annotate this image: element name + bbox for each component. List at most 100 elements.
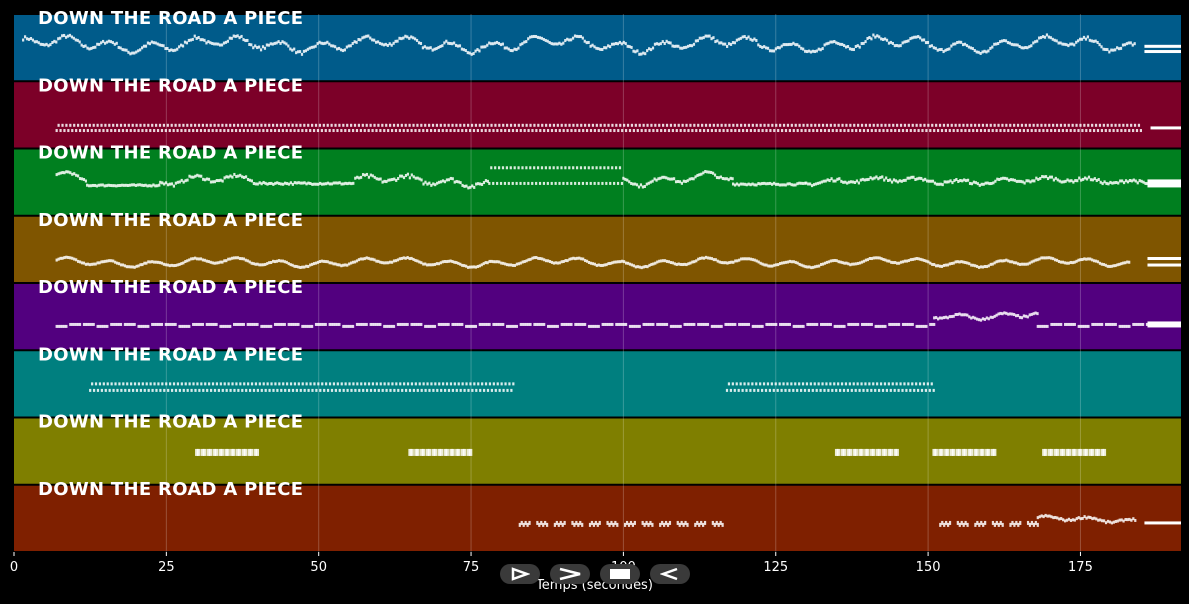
note-mark: [956, 260, 959, 264]
note-mark: [574, 129, 577, 133]
note-mark: [624, 261, 628, 265]
note-mark: [871, 177, 874, 181]
stop-button[interactable]: [600, 564, 640, 584]
note-mark: [351, 324, 355, 328]
note-mark: [737, 37, 740, 41]
note-mark: [153, 260, 156, 264]
note-mark: [490, 166, 493, 170]
note-mark: [90, 262, 93, 266]
note-mark: [484, 322, 487, 326]
note-mark: [595, 46, 598, 50]
note-mark: [308, 46, 311, 50]
note-mark: [751, 123, 754, 127]
note-mark: [1077, 129, 1080, 133]
note-mark: [248, 322, 251, 326]
note-mark: [254, 182, 257, 186]
note-mark: [71, 129, 74, 133]
note-mark: [309, 129, 312, 133]
note-mark: [1104, 263, 1107, 267]
note-mark: [944, 263, 947, 267]
note-mark: [429, 129, 433, 133]
note-mark: [61, 123, 64, 127]
note-mark: [268, 324, 271, 328]
note-mark: [445, 260, 448, 264]
note-mark: [268, 181, 271, 185]
note-mark: [215, 322, 218, 326]
note-mark: [115, 41, 118, 45]
play-button[interactable]: [500, 564, 540, 584]
note-mark: [307, 388, 310, 392]
note-mark: [412, 123, 415, 127]
note-mark: [827, 41, 830, 45]
note-mark: [242, 257, 245, 261]
note-mark: [641, 520, 644, 525]
note-mark: [976, 182, 979, 186]
note-mark: [509, 166, 512, 170]
note-mark: [458, 44, 462, 48]
note-mark: [773, 129, 776, 133]
note-mark: [966, 313, 969, 317]
note-mark: [777, 263, 780, 267]
note-mark: [140, 46, 144, 50]
note-mark: [860, 123, 864, 127]
note-mark: [564, 259, 567, 263]
note-mark: [1086, 35, 1089, 39]
note-mark: [373, 175, 376, 179]
note-mark: [897, 261, 901, 265]
note-mark: [301, 129, 304, 133]
note-mark: [997, 522, 1000, 527]
note-mark: [936, 264, 940, 268]
note-mark: [198, 174, 201, 178]
note-mark: [620, 42, 623, 46]
note-mark: [1090, 39, 1093, 43]
note-mark: [636, 129, 639, 133]
note-mark: [192, 257, 195, 261]
forward-button[interactable]: [550, 564, 590, 584]
note-mark: [837, 382, 840, 386]
note-mark: [968, 129, 971, 133]
note-mark: [868, 322, 871, 326]
rewind-button[interactable]: [650, 564, 690, 584]
note-mark: [357, 322, 361, 326]
note-mark: [616, 522, 619, 527]
note-mark: [301, 382, 304, 386]
note-mark: [763, 45, 766, 49]
note-mark: [846, 448, 851, 456]
note-mark: [1057, 129, 1061, 133]
note-mark: [1102, 47, 1105, 51]
note-mark: [182, 324, 185, 328]
note-mark: [780, 261, 784, 265]
note-mark: [657, 177, 660, 181]
note-mark: [999, 520, 1002, 525]
note-mark: [792, 260, 795, 264]
note-mark: [67, 170, 70, 174]
note-mark: [403, 382, 406, 386]
note-mark: [882, 129, 885, 133]
note-mark: [648, 263, 651, 267]
note-mark: [318, 40, 321, 44]
note-mark: [1036, 39, 1039, 43]
note-mark: [936, 129, 940, 133]
note-mark: [121, 48, 124, 52]
note-mark: [827, 388, 830, 392]
note-mark: [482, 388, 486, 392]
note-mark: [947, 180, 950, 184]
note-mark: [759, 324, 762, 328]
note-mark: [970, 263, 973, 267]
note-mark: [753, 324, 756, 328]
note-mark: [1088, 448, 1093, 456]
note-mark: [230, 36, 233, 40]
note-mark: [236, 123, 240, 127]
note-mark: [96, 42, 99, 46]
note-mark: [1062, 180, 1065, 184]
note-mark: [858, 448, 862, 456]
note-mark: [194, 123, 197, 127]
note-mark: [74, 38, 77, 42]
note-mark: [788, 322, 791, 326]
note-mark: [1110, 48, 1113, 52]
note-mark: [1052, 123, 1055, 127]
note-mark: [800, 129, 803, 133]
note-mark: [421, 46, 425, 50]
note-mark: [437, 448, 442, 456]
note-mark: [782, 123, 786, 127]
